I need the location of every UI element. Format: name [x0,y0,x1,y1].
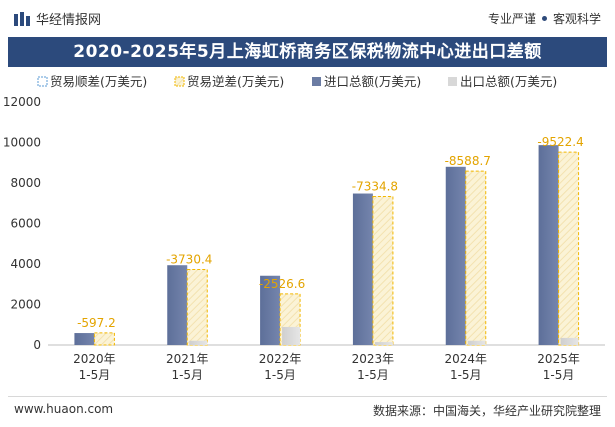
deficit-data-label: -7334.8 [352,179,398,193]
legend-swatch-surplus [37,76,48,87]
bar-export [467,340,486,345]
legend: 贸易顺差(万美元) 贸易逆差(万美元) 进口总额(万美元) 出口总额(万美元) [37,74,557,89]
y-tick-label: 12000 [3,95,41,109]
x-tick-year: 2022年 [259,352,302,366]
tagline-left: 专业严谨 [487,12,536,26]
bars [74,145,580,346]
legend-swatch-import [312,77,321,86]
brand-logo-icon [14,11,30,26]
deficit-data-label: -8588.7 [445,154,491,168]
bar-import [167,265,188,345]
y-tick-label: 8000 [10,176,41,190]
x-tick-year: 2020年 [73,352,116,366]
chart-canvas: 贸易顺差(万美元) 贸易逆差(万美元) 进口总额(万美元) 出口总额(万美元) 0 20… [3,74,605,382]
y-tick-label: 0 [33,338,41,352]
data-labels: -597.2 -3730.4 -2526.6 -7334.8 -8588.7 -9522.… [77,135,584,330]
bar-deficit [93,332,115,346]
legend-item-import: 进口总额(万美元) [312,74,421,89]
x-tick-period: 1-5月 [543,368,575,382]
deficit-data-label: -9522.4 [537,135,583,149]
bar-deficit [186,268,208,346]
legend-label-export: 出口总额(万美元) [460,74,557,89]
brand: 华经情报网 [14,9,101,28]
bar-import [538,145,559,345]
bar-deficit [558,151,580,346]
y-tick-label: 2000 [10,298,41,312]
x-tick-year: 2025年 [537,352,580,366]
tagline: 专业严谨 客观科学 [488,10,601,27]
bar-export [282,326,301,345]
bar-import [74,333,95,345]
axes: 0 2000 4000 6000 8000 10000 12000 2020年 1-5月 2021… [3,95,605,382]
footer-website: www.huaon.com [14,402,114,416]
bar-export [189,340,208,345]
footer-divider [8,396,607,397]
legend-label-deficit: 贸易逆差(万美元) [187,74,284,89]
top-bar: 华经情报网 专业严谨 客观科学 [0,0,615,36]
y-tick-label: 4000 [10,257,41,271]
separator-dot-icon [541,16,547,21]
deficit-data-label: -2526.6 [259,277,305,291]
legend-swatch-deficit [174,76,185,87]
brand-name: 华经情报网 [36,13,102,28]
bar-import [352,193,373,345]
x-tick-period: 1-5月 [357,368,389,382]
legend-label-surplus: 贸易顺差(万美元) [50,74,147,89]
tagline-right: 客观科学 [552,12,601,26]
deficit-data-label: -3730.4 [166,252,212,266]
bar-export [560,337,579,345]
x-tick-period: 1-5月 [79,368,111,382]
chart-title: 2020-2025年5月上海虹桥商务区保税物流中心进出口差额 [8,37,607,67]
bar-deficit [465,170,487,346]
legend-label-import: 进口总额(万美元) [324,74,421,89]
bar-import [445,166,466,345]
x-tick-period: 1-5月 [450,368,482,382]
x-tick-period: 1-5月 [264,368,296,382]
y-tick-label: 10000 [3,136,41,150]
x-tick-year: 2021年 [166,352,209,366]
x-tick-year: 2024年 [444,352,487,366]
x-tick-period: 1-5月 [171,368,203,382]
legend-swatch-export [448,77,457,86]
bar-export [374,342,393,345]
y-tick-label: 6000 [10,217,41,231]
deficit-data-label: -597.2 [77,316,116,330]
legend-item-export: 出口总额(万美元) [448,74,557,89]
bar-import [260,275,281,345]
footer-source: 数据来源：中国海关，华经产业研究院整理 [372,404,601,418]
legend-item-deficit: 贸易逆差(万美元) [174,74,284,89]
x-tick-year: 2023年 [352,352,395,366]
legend-item-surplus: 贸易顺差(万美元) [37,74,147,89]
bar-deficit [372,195,394,346]
